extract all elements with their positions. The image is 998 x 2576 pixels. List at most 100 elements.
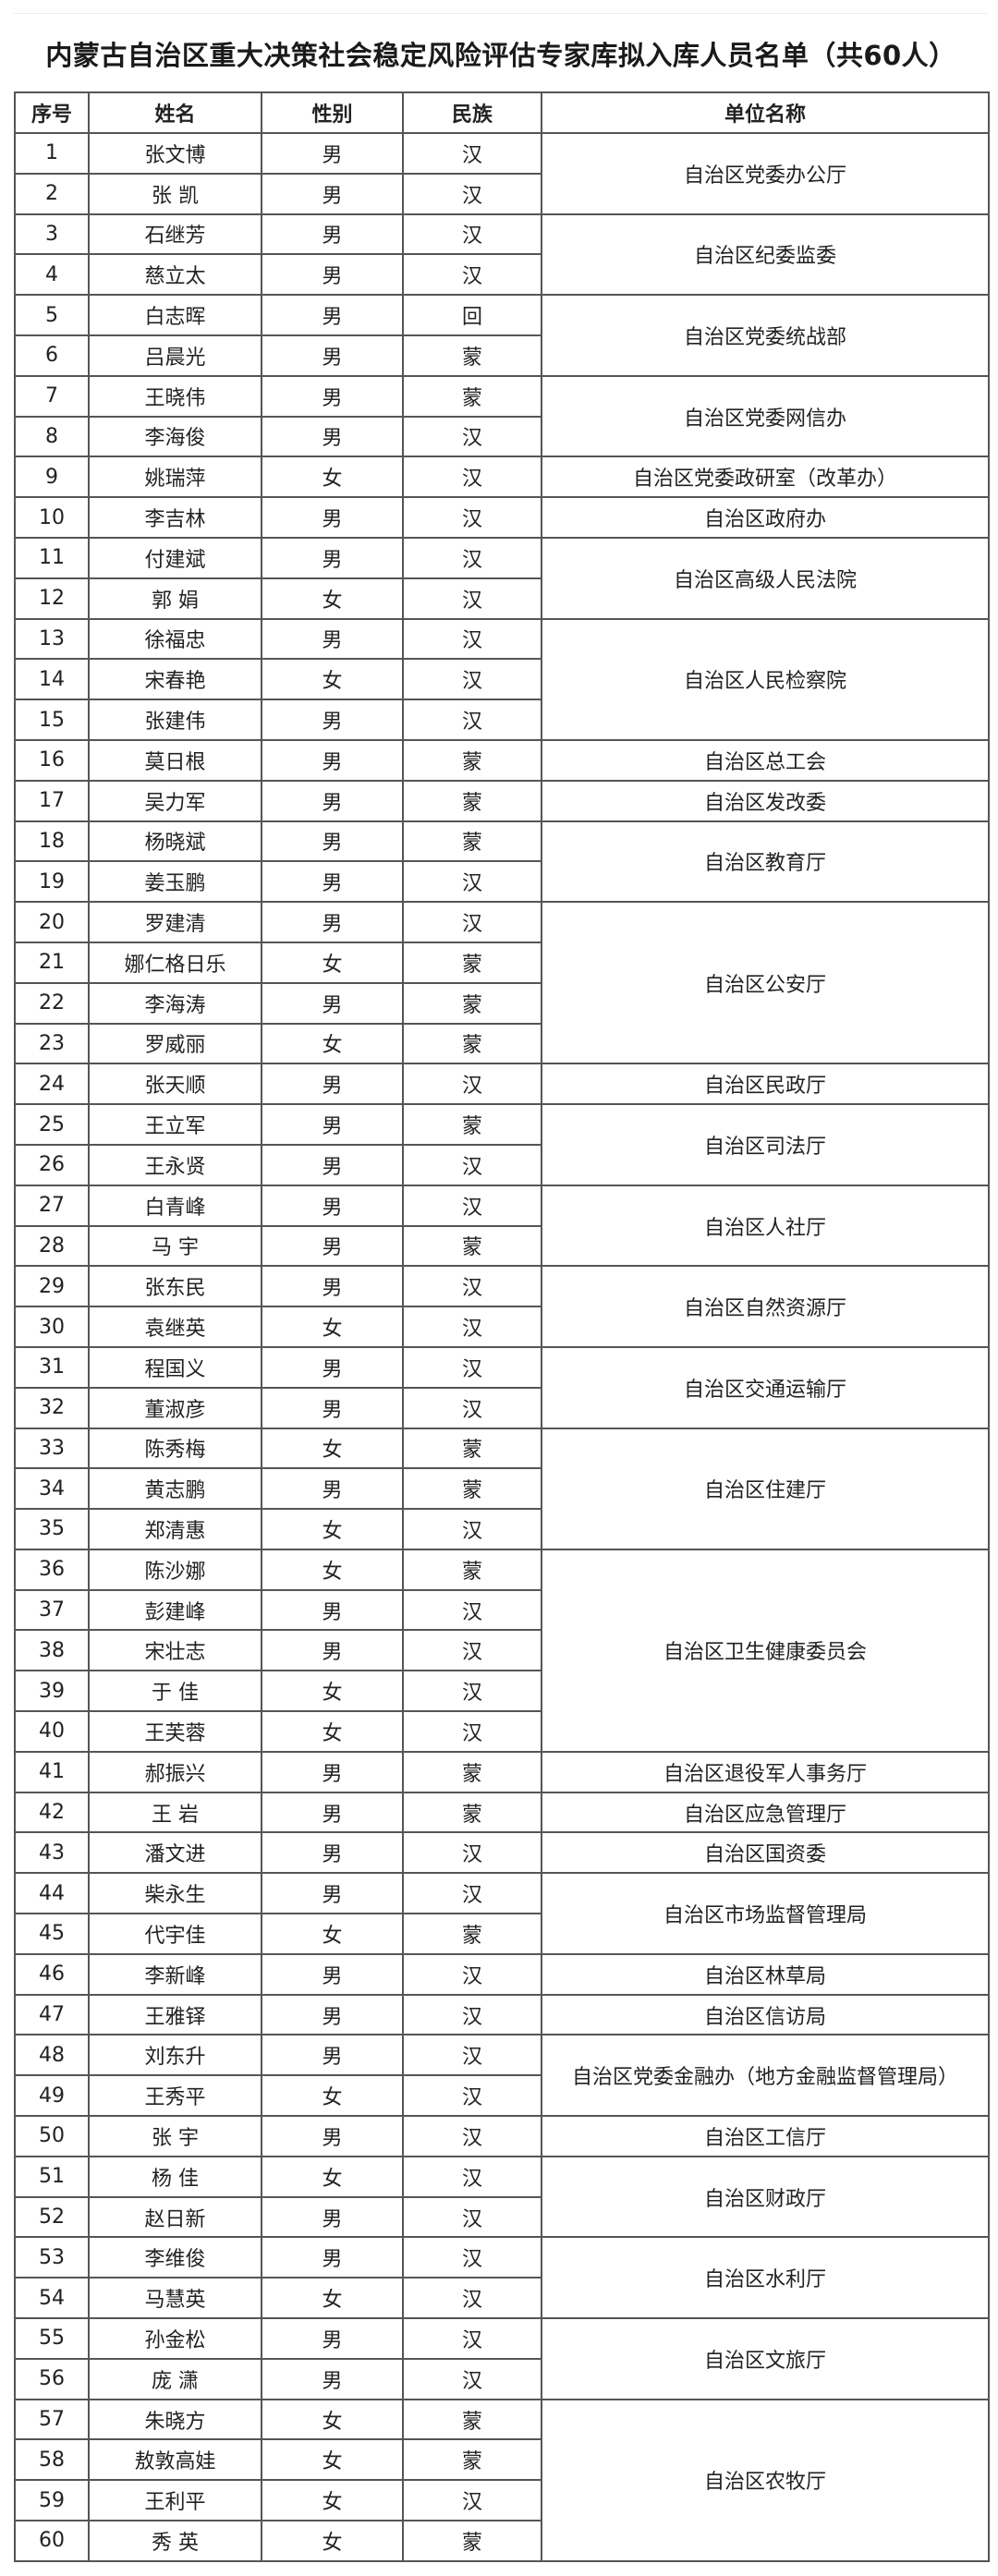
cell-name: 张天顺 — [88, 1063, 262, 1106]
cell-unit: 自治区住建厅 — [541, 1427, 990, 1550]
document-title: 内蒙古自治区重大决策社会稳定风险评估专家库拟入库人员名单（共60人） — [45, 39, 956, 71]
cell-unit: 自治区总工会 — [541, 738, 990, 782]
cell-gender: 女 — [261, 1548, 404, 1591]
table-row: 50 张 宇男汉自治区工信厅 — [14, 2115, 990, 2157]
cell-serial: 27 — [14, 1184, 90, 1227]
cell-unit: 自治区高级人民法院 — [541, 536, 990, 620]
cell-gender: 男 — [261, 617, 404, 661]
cell-serial: 53 — [14, 2236, 90, 2279]
cell-serial: 47 — [14, 1993, 90, 2036]
cell-ethnicity: 汉 — [402, 860, 542, 904]
cell-ethnicity: 汉 — [402, 2155, 542, 2198]
table-row: 12 郭 娟女汉 — [14, 577, 989, 620]
cell-gender: 男 — [261, 2236, 404, 2279]
cell-gender: 女 — [261, 2398, 404, 2441]
cell-ethnicity: 汉 — [402, 2357, 542, 2400]
cell-serial: 36 — [14, 1548, 90, 1591]
cell-unit: 自治区交通运输厅 — [541, 1345, 990, 1429]
cell-name: 李海俊 — [88, 415, 262, 458]
cell-unit: 自治区财政厅 — [541, 2155, 990, 2239]
cell-gender: 女 — [261, 1670, 404, 1713]
cell-gender: 男 — [261, 294, 404, 336]
cell-gender: 女 — [261, 2520, 404, 2562]
cell-name: 王雅铎 — [88, 1993, 262, 2036]
cell-name: 程国义 — [88, 1345, 262, 1389]
table-row: 38 宋壮志男汉 — [14, 1629, 989, 1672]
cell-serial: 9 — [14, 456, 90, 499]
table-row: 35 郑清惠女汉 — [14, 1508, 989, 1550]
cell-ethnicity: 汉 — [402, 1143, 542, 1186]
cell-ethnicity: 蒙 — [402, 1913, 542, 1955]
cell-serial: 43 — [14, 1831, 90, 1875]
cell-unit: 自治区应急管理厅 — [541, 1791, 990, 1834]
cell-ethnicity: 汉 — [402, 2034, 542, 2077]
cell-ethnicity: 蒙 — [402, 1750, 542, 1793]
cell-serial: 33 — [14, 1427, 90, 1470]
cell-ethnicity: 汉 — [402, 1952, 542, 1996]
cell-serial: 35 — [14, 1508, 90, 1550]
table-row: 17 吴力军男蒙自治区发改委 — [14, 779, 990, 822]
cell-gender: 男 — [261, 2195, 404, 2239]
table-row: 3 石继芳男汉自治区纪委监委 — [14, 213, 990, 297]
cell-serial: 29 — [14, 1265, 90, 1308]
cell-ethnicity: 汉 — [402, 1508, 542, 1550]
cell-name: 李新峰 — [88, 1952, 262, 1996]
cell-gender: 男 — [261, 1265, 404, 1308]
cell-ethnicity: 汉 — [402, 901, 542, 943]
cell-serial: 2 — [14, 172, 90, 215]
cell-serial: 17 — [14, 779, 90, 822]
cell-gender: 女 — [261, 577, 404, 620]
cell-gender: 女 — [261, 1022, 404, 1065]
table-row: 25 王立军男蒙自治区司法厅 — [14, 1103, 990, 1186]
cell-serial: 56 — [14, 2357, 90, 2400]
cell-serial: 34 — [14, 1467, 90, 1511]
cell-serial: 19 — [14, 860, 90, 904]
cell-gender: 男 — [261, 820, 404, 863]
cell-gender: 女 — [261, 1306, 404, 1348]
cell-ethnicity: 蒙 — [402, 941, 542, 984]
table-header-row: 序号 姓名 性别 民族 单位名称 — [14, 91, 990, 134]
cell-name: 袁继英 — [88, 1306, 262, 1348]
table-row: 51 杨 佳女汉自治区财政厅 — [14, 2155, 990, 2239]
table-row: 20 罗建清男汉自治区公安厅 — [14, 901, 990, 1065]
cell-ethnicity: 蒙 — [402, 1224, 542, 1268]
cell-gender: 男 — [261, 172, 404, 215]
cell-name: 王秀平 — [88, 2074, 262, 2118]
cell-gender: 男 — [261, 1588, 404, 1632]
table-row: 60 秀 英女蒙 — [14, 2520, 989, 2562]
header-gender: 性别 — [261, 91, 404, 134]
cell-serial: 31 — [14, 1345, 90, 1389]
cell-ethnicity: 汉 — [402, 132, 542, 175]
cell-ethnicity: 汉 — [402, 2317, 542, 2360]
cell-name: 杨 佳 — [88, 2155, 262, 2198]
cell-serial: 60 — [14, 2520, 90, 2562]
cell-ethnicity: 汉 — [402, 1588, 542, 1632]
cell-ethnicity: 汉 — [402, 2479, 542, 2522]
cell-unit: 自治区教育厅 — [541, 820, 990, 904]
cell-unit: 自治区司法厅 — [541, 1103, 990, 1186]
cell-serial: 38 — [14, 1629, 90, 1672]
cell-gender: 男 — [261, 415, 404, 458]
table-row: 47 王雅铎男汉自治区信访局 — [14, 1993, 990, 2036]
cell-gender: 男 — [261, 1791, 404, 1834]
cell-serial: 5 — [14, 294, 90, 336]
cell-ethnicity: 汉 — [402, 699, 542, 741]
cell-serial: 40 — [14, 1710, 90, 1753]
cell-serial: 28 — [14, 1224, 90, 1268]
cell-serial: 11 — [14, 536, 90, 579]
cell-name: 吕晨光 — [88, 334, 262, 377]
cell-ethnicity: 汉 — [402, 456, 542, 499]
cell-name: 郝振兴 — [88, 1750, 262, 1793]
cell-unit: 自治区党委办公厅 — [541, 132, 990, 215]
cell-name: 姚瑞萍 — [88, 456, 262, 499]
cell-name: 朱晓方 — [88, 2398, 262, 2441]
cell-gender: 女 — [261, 1427, 404, 1470]
cell-unit: 自治区人民检察院 — [541, 617, 990, 741]
table-row: 29 张东民男汉自治区自然资源厅 — [14, 1265, 990, 1348]
cell-unit: 自治区公安厅 — [541, 901, 990, 1065]
cell-ethnicity: 蒙 — [402, 374, 542, 418]
cell-serial: 16 — [14, 738, 90, 782]
cell-name: 张 宇 — [88, 2115, 262, 2157]
table-row: 21 娜仁格日乐女蒙 — [14, 941, 989, 984]
